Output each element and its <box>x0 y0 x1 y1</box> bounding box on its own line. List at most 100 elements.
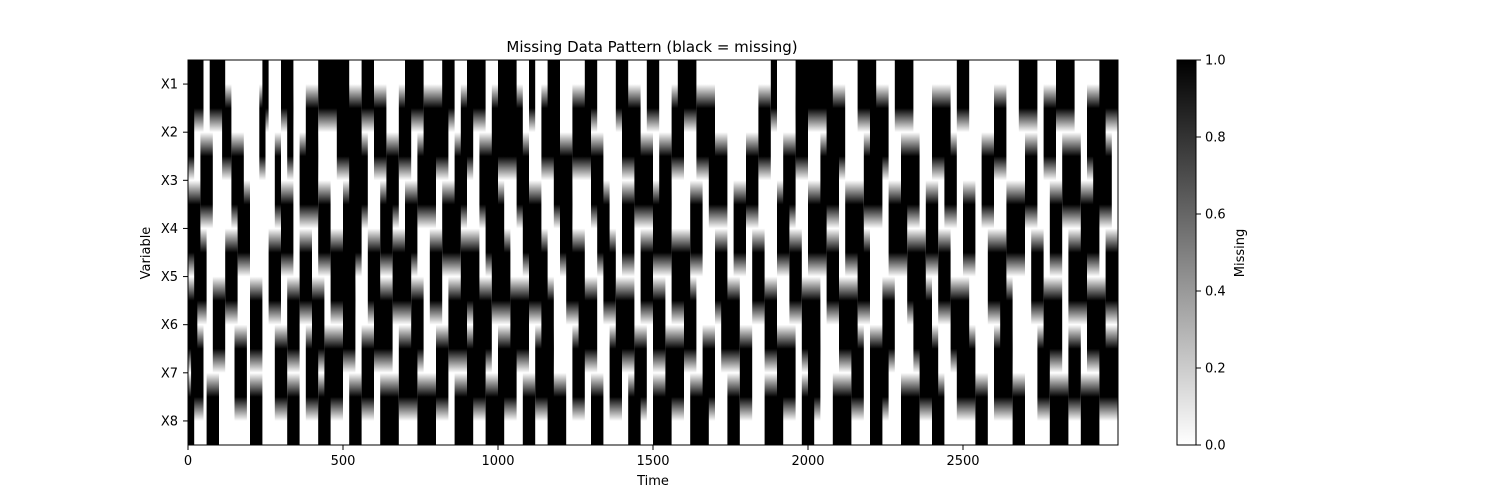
y-tick-label: X6 <box>161 318 178 333</box>
missing-cell-x8-8 <box>454 372 474 445</box>
missing-cell-x6-16 <box>721 276 740 373</box>
missing-cell-x1-19 <box>894 60 914 133</box>
missing-cell-x7-23 <box>994 324 1013 421</box>
missing-cell-x5-9 <box>491 228 511 325</box>
missing-cell-x8-16 <box>727 372 740 445</box>
colorbar-gradient <box>1176 59 1197 446</box>
y-tick-label: X7 <box>161 366 178 381</box>
missing-cell-x8-26 <box>1080 372 1100 445</box>
missing-cell-x7-5 <box>361 324 374 421</box>
missing-cell-x7-16 <box>739 324 753 421</box>
missing-cell-x2-12 <box>572 84 591 181</box>
missing-cell-x6-3 <box>287 276 300 373</box>
missing-cell-x6-0 <box>188 276 198 373</box>
x-tick-label: 2000 <box>791 454 824 469</box>
missing-cell-x3-14 <box>708 132 728 229</box>
missing-cell-x4-19 <box>888 180 908 277</box>
missing-cell-x6-8 <box>448 276 467 373</box>
missing-cell-x7-12 <box>609 324 622 421</box>
missing-cell-x6-15 <box>684 276 697 373</box>
y-axis: X1 X2 X3 X4 X5 X6 X7 X8 <box>161 78 188 429</box>
x-tick-label: 2500 <box>946 454 979 469</box>
missing-cell-x6-6 <box>374 276 393 373</box>
missing-cell-x3-2 <box>274 132 281 229</box>
missing-cell-x8-6 <box>380 372 399 445</box>
missing-cell-x3-20 <box>944 132 957 229</box>
missing-cell-x3-0 <box>200 132 213 229</box>
heatmap-cells <box>188 60 1118 445</box>
x-tick-label: 1500 <box>636 454 669 469</box>
missing-cell-x7-11 <box>572 324 585 421</box>
missing-cell-x1-14 <box>646 60 660 133</box>
colorbar-tick-label: 0.6 <box>1205 208 1226 223</box>
missing-cell-x4-2 <box>281 180 294 277</box>
x-tick-label: 0 <box>184 454 192 469</box>
missing-cell-x4-15 <box>733 180 746 277</box>
y-tick-label: X4 <box>161 222 178 237</box>
missing-cell-x4-17 <box>808 180 827 277</box>
missing-cell-x5-7 <box>429 228 443 325</box>
missing-cell-x5-17 <box>789 228 802 325</box>
missing-cell-x2-6 <box>374 84 387 181</box>
missing-cell-x4-7 <box>442 180 461 277</box>
x-axis: 0 500 1000 1500 2000 2500 <box>184 445 980 469</box>
missing-cell-x5-2 <box>268 228 281 325</box>
missing-cell-x8-17 <box>764 372 784 445</box>
missing-cell-x2-14 <box>671 84 684 181</box>
missing-cell-x8-15 <box>690 372 709 445</box>
missing-cell-x7-25 <box>1068 324 1081 421</box>
missing-cell-x4-5 <box>380 180 393 277</box>
missing-cell-x6-2 <box>250 276 263 373</box>
missing-cell-x5-6 <box>392 228 412 325</box>
missing-cell-x2-21 <box>994 84 1007 181</box>
missing-cell-x8-1 <box>206 372 219 445</box>
missing-cell-x5-13 <box>640 228 653 325</box>
colorbar-tick-label: 1.0 <box>1205 54 1226 69</box>
missing-cell-x5-3 <box>299 228 312 325</box>
missing-cell-x7-7 <box>436 324 449 421</box>
missing-cell-x2-3 <box>287 84 294 181</box>
missing-cell-x2-22 <box>1043 84 1056 181</box>
missing-cell-x8-21 <box>901 372 920 445</box>
missing-cell-x7-24 <box>1037 324 1050 421</box>
missing-cell-x6-17 <box>764 276 777 373</box>
missing-cell-x5-16 <box>752 228 765 325</box>
x-tick-label: 500 <box>331 454 356 469</box>
missing-cell-x2-2 <box>259 84 266 181</box>
missing-cell-x4-23 <box>1049 180 1063 277</box>
x-tick-label: 1000 <box>481 454 514 469</box>
missing-cell-x4-21 <box>963 180 976 277</box>
missing-cell-x8-3 <box>287 372 300 445</box>
colorbar-tick-label: 0.2 <box>1205 362 1226 377</box>
missing-cell-x5-24 <box>1068 228 1087 325</box>
missing-cell-x4-3 <box>318 180 331 277</box>
missing-cell-x1-5 <box>361 60 374 133</box>
y-tick-label: X5 <box>161 270 178 285</box>
colorbar-tick-label: 0.8 <box>1205 131 1226 146</box>
missing-cell-x1-10 <box>529 60 536 133</box>
missing-cell-x8-4 <box>318 372 331 445</box>
missing-cell-x4-20 <box>925 180 939 277</box>
missing-cell-x8-18 <box>801 372 815 445</box>
missing-cell-x6-5 <box>343 276 356 373</box>
chart-title: Missing Data Pattern (black = missing) <box>506 38 797 56</box>
missing-cell-x8-2 <box>250 372 263 445</box>
missing-cell-x8-24 <box>1012 372 1025 445</box>
missing-cell-x5-12 <box>603 228 616 325</box>
missing-cell-x6-14 <box>653 276 666 373</box>
missing-cell-x3-18 <box>863 132 883 229</box>
missing-cell-x8-14 <box>653 372 672 445</box>
missing-cell-x7-3 <box>305 324 319 421</box>
colorbar-tick-label: 0.4 <box>1205 285 1226 300</box>
missing-cell-x3-12 <box>634 132 653 229</box>
missing-cell-x5-23 <box>1031 228 1044 325</box>
missing-cell-x4-14 <box>690 180 703 277</box>
missing-cell-x1-22 <box>1056 60 1075 133</box>
missing-cell-x1-16 <box>770 60 777 133</box>
x-axis-label: Time <box>636 474 669 489</box>
missing-cell-x1-1 <box>209 60 226 133</box>
missing-cell-x8-23 <box>975 372 988 445</box>
missing-cell-x2-1 <box>222 84 232 181</box>
missing-cell-x8-12 <box>591 372 604 445</box>
